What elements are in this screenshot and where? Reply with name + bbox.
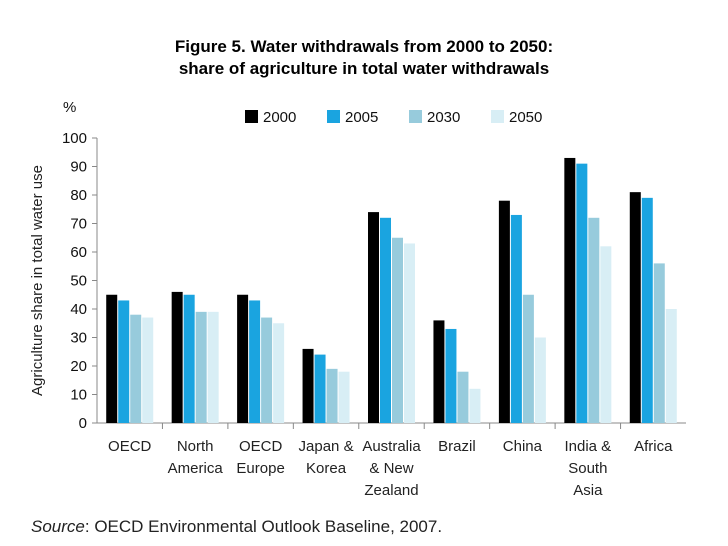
legend-label: 2000 — [263, 109, 296, 126]
y-tick-label: 20 — [70, 358, 87, 375]
x-tick-label: Australia — [362, 438, 421, 455]
bar — [314, 354, 326, 423]
y-unit-label: % — [63, 99, 76, 116]
x-tick-label: Brazil — [438, 438, 476, 455]
y-tick-label: 10 — [70, 387, 87, 404]
bar — [207, 311, 219, 423]
bar — [261, 317, 273, 423]
x-tick-label: Europe — [236, 460, 284, 477]
bar — [433, 320, 445, 423]
bar — [171, 291, 183, 423]
bar — [522, 294, 534, 423]
bar — [142, 317, 154, 423]
bar — [445, 328, 457, 423]
x-tick-label: North — [177, 438, 214, 455]
x-tick-label: & New — [369, 460, 413, 477]
bar — [629, 192, 641, 423]
x-tick-label: India & — [564, 438, 611, 455]
bar — [665, 309, 677, 423]
x-tick-label: China — [503, 438, 543, 455]
y-tick-label: 60 — [70, 244, 87, 261]
bar — [130, 314, 142, 423]
x-tick-label: Africa — [634, 438, 673, 455]
bar — [457, 371, 469, 423]
legend-swatch — [409, 110, 422, 123]
bar — [368, 212, 379, 423]
bar — [338, 371, 350, 423]
bar — [392, 237, 403, 423]
legend-swatch — [491, 110, 504, 123]
y-tick-label: 70 — [70, 216, 87, 233]
x-tick-label: South — [568, 460, 607, 477]
bar — [195, 311, 207, 423]
bar — [534, 337, 546, 423]
bar — [237, 294, 249, 423]
bar — [404, 243, 415, 423]
bar — [498, 200, 510, 423]
bar — [273, 323, 285, 423]
bar — [564, 157, 576, 423]
x-tick-label: Asia — [573, 482, 603, 499]
x-tick-label: America — [168, 460, 224, 477]
bar — [588, 217, 600, 423]
bar — [183, 294, 195, 423]
x-tick-label: Japan & — [299, 438, 354, 455]
bar — [106, 294, 118, 423]
bar — [641, 197, 653, 423]
legend-swatch — [245, 110, 258, 123]
legend-label: 2030 — [427, 109, 460, 126]
bar — [326, 368, 338, 423]
x-tick-label: Korea — [306, 460, 347, 477]
bar — [510, 214, 522, 423]
y-tick-label: 30 — [70, 330, 87, 347]
y-axis-title: Agriculture share in total water use — [29, 165, 46, 396]
legend-label: 2050 — [509, 109, 542, 126]
source-text: : OECD Environmental Outlook Baseline, 2… — [84, 517, 443, 536]
bar — [653, 263, 665, 423]
y-tick-label: 80 — [70, 187, 87, 204]
chart-title: Figure 5. Water withdrawals from 2000 to… — [174, 37, 554, 56]
y-tick-label: 50 — [70, 273, 87, 290]
bar — [118, 300, 130, 423]
bar — [380, 217, 391, 423]
y-tick-label: 40 — [70, 301, 87, 318]
bar — [576, 163, 588, 423]
y-tick-label: 0 — [79, 415, 87, 432]
bar — [302, 348, 314, 423]
y-tick-label: 100 — [62, 130, 87, 147]
x-tick-label: OECD — [108, 438, 152, 455]
y-tick-label: 90 — [70, 159, 87, 176]
bar — [469, 388, 481, 423]
source-label: Source — [31, 517, 85, 536]
x-tick-label: OECD — [239, 438, 283, 455]
legend-swatch — [327, 110, 340, 123]
chart-subtitle: share of agriculture in total water with… — [178, 59, 550, 78]
x-tick-label: Zealand — [364, 482, 418, 499]
bar — [249, 300, 261, 423]
legend-label: 2005 — [345, 109, 378, 126]
bar — [600, 246, 612, 423]
source-note: Source: OECD Environmental Outlook Basel… — [31, 517, 442, 537]
